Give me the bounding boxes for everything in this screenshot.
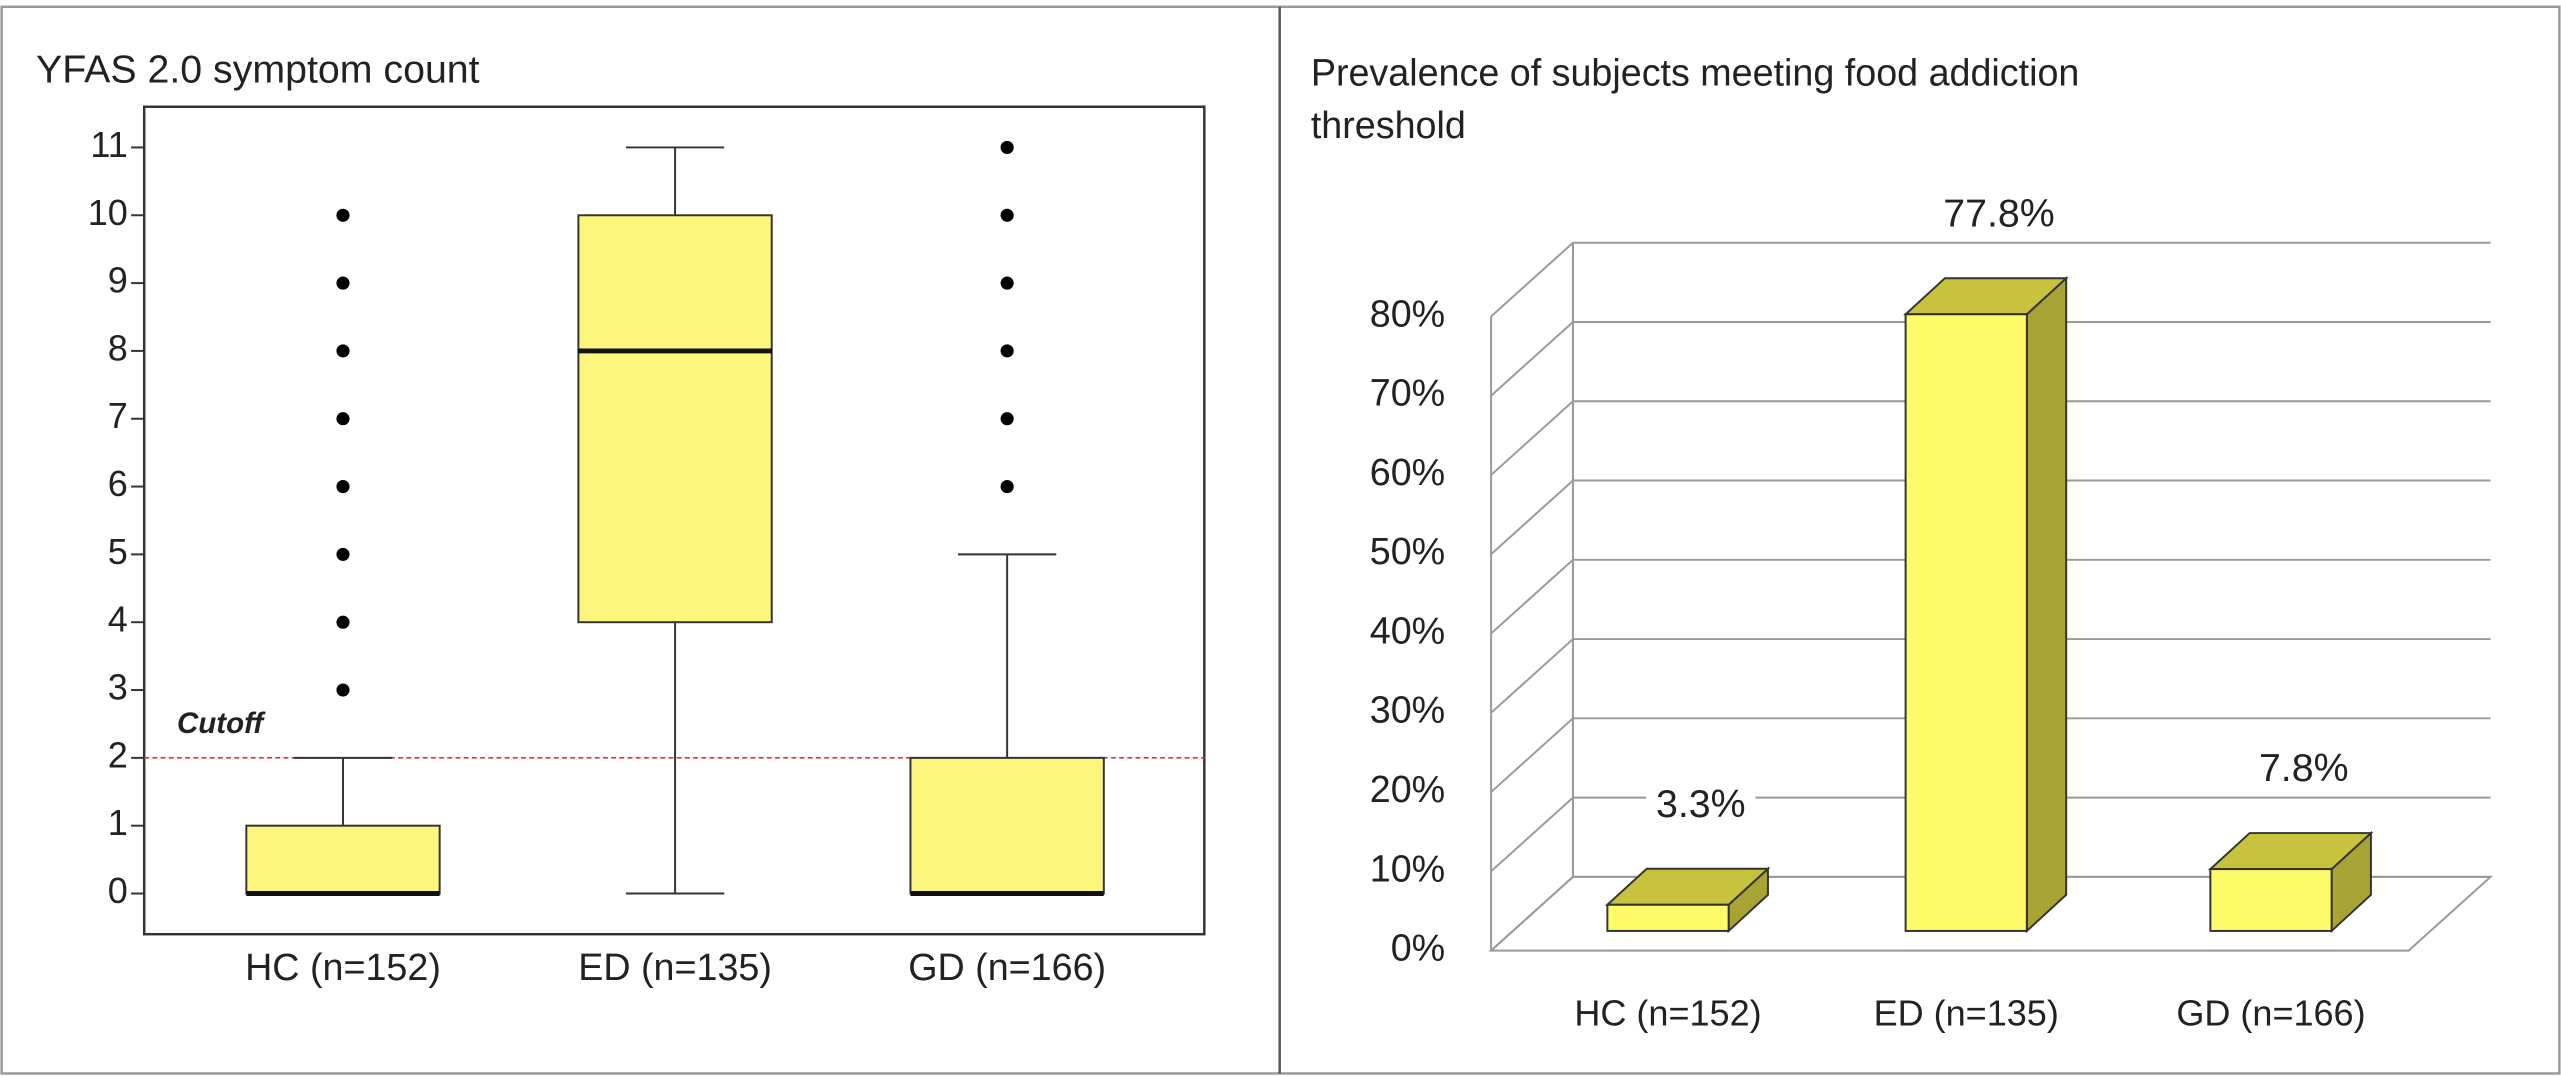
bar [1906, 314, 2027, 931]
y-tick-label: 2 [108, 734, 128, 775]
x-tick-label: GD (n=166) [2176, 993, 2365, 1034]
cutoff-label: Cutoff [177, 707, 266, 740]
y-tick-label: 3 [108, 667, 128, 708]
value-label: 7.8% [2259, 746, 2349, 790]
bar [2210, 869, 2331, 931]
y-tick-label: 60% [1370, 451, 1445, 493]
chart-title: YFAS 2.0 symptom count [36, 48, 480, 92]
page: {"chart_data": [ {"type": "box", "title"… [0, 0, 2561, 1077]
outlier [1001, 209, 1014, 222]
y-tick-label: 9 [108, 260, 128, 301]
value-label: 77.8% [1943, 191, 2054, 235]
y-tick-label: 8 [108, 327, 128, 368]
outlier [336, 344, 349, 357]
outlier [1001, 277, 1014, 290]
y-tick-label: 6 [108, 463, 128, 504]
bar [1607, 905, 1728, 931]
outlier [1001, 141, 1014, 154]
bar-side [2027, 278, 2066, 931]
y-tick-label: 11 [90, 124, 127, 165]
y-tick-label: 20% [1370, 768, 1445, 810]
y-tick-label: 7 [108, 395, 128, 436]
outlier [1001, 412, 1014, 425]
outlier [336, 616, 349, 629]
box [578, 215, 771, 622]
y-tick-label: 0 [108, 870, 128, 911]
x-tick-label: HC (n=152) [245, 946, 441, 988]
outlier [336, 412, 349, 425]
outlier [336, 683, 349, 696]
outlier [336, 209, 349, 222]
y-tick-label: 50% [1370, 530, 1445, 572]
x-tick-label: ED (n=135) [1874, 993, 2059, 1034]
y-tick-label: 10% [1370, 847, 1445, 889]
chart: YFAS 2.0 symptom count Prevalence of sub… [0, 0, 2561, 1077]
x-tick-label: ED (n=135) [578, 946, 772, 988]
value-label: 3.3% [1656, 782, 1746, 826]
y-tick-label: 0% [1391, 927, 1445, 969]
x-tick-label: HC (n=152) [1574, 993, 1761, 1034]
y-tick-label: 5 [108, 531, 128, 572]
outlier [1001, 344, 1014, 357]
y-tick-label: 40% [1370, 609, 1445, 651]
y-tick-label: 30% [1370, 689, 1445, 731]
outlier [336, 548, 349, 561]
outlier [336, 480, 349, 493]
box [246, 826, 439, 894]
outlier [336, 277, 349, 290]
chart-title: Prevalence of subjects meeting food addi… [1311, 52, 2080, 146]
y-tick-label: 1 [108, 802, 128, 843]
x-tick-label: GD (n=166) [908, 946, 1106, 988]
y-tick-label: 80% [1370, 292, 1445, 334]
outlier [1001, 480, 1014, 493]
y-tick-label: 4 [108, 599, 128, 640]
y-tick-label: 10 [88, 192, 128, 233]
y-tick-label: 70% [1370, 372, 1445, 414]
box [910, 758, 1103, 894]
